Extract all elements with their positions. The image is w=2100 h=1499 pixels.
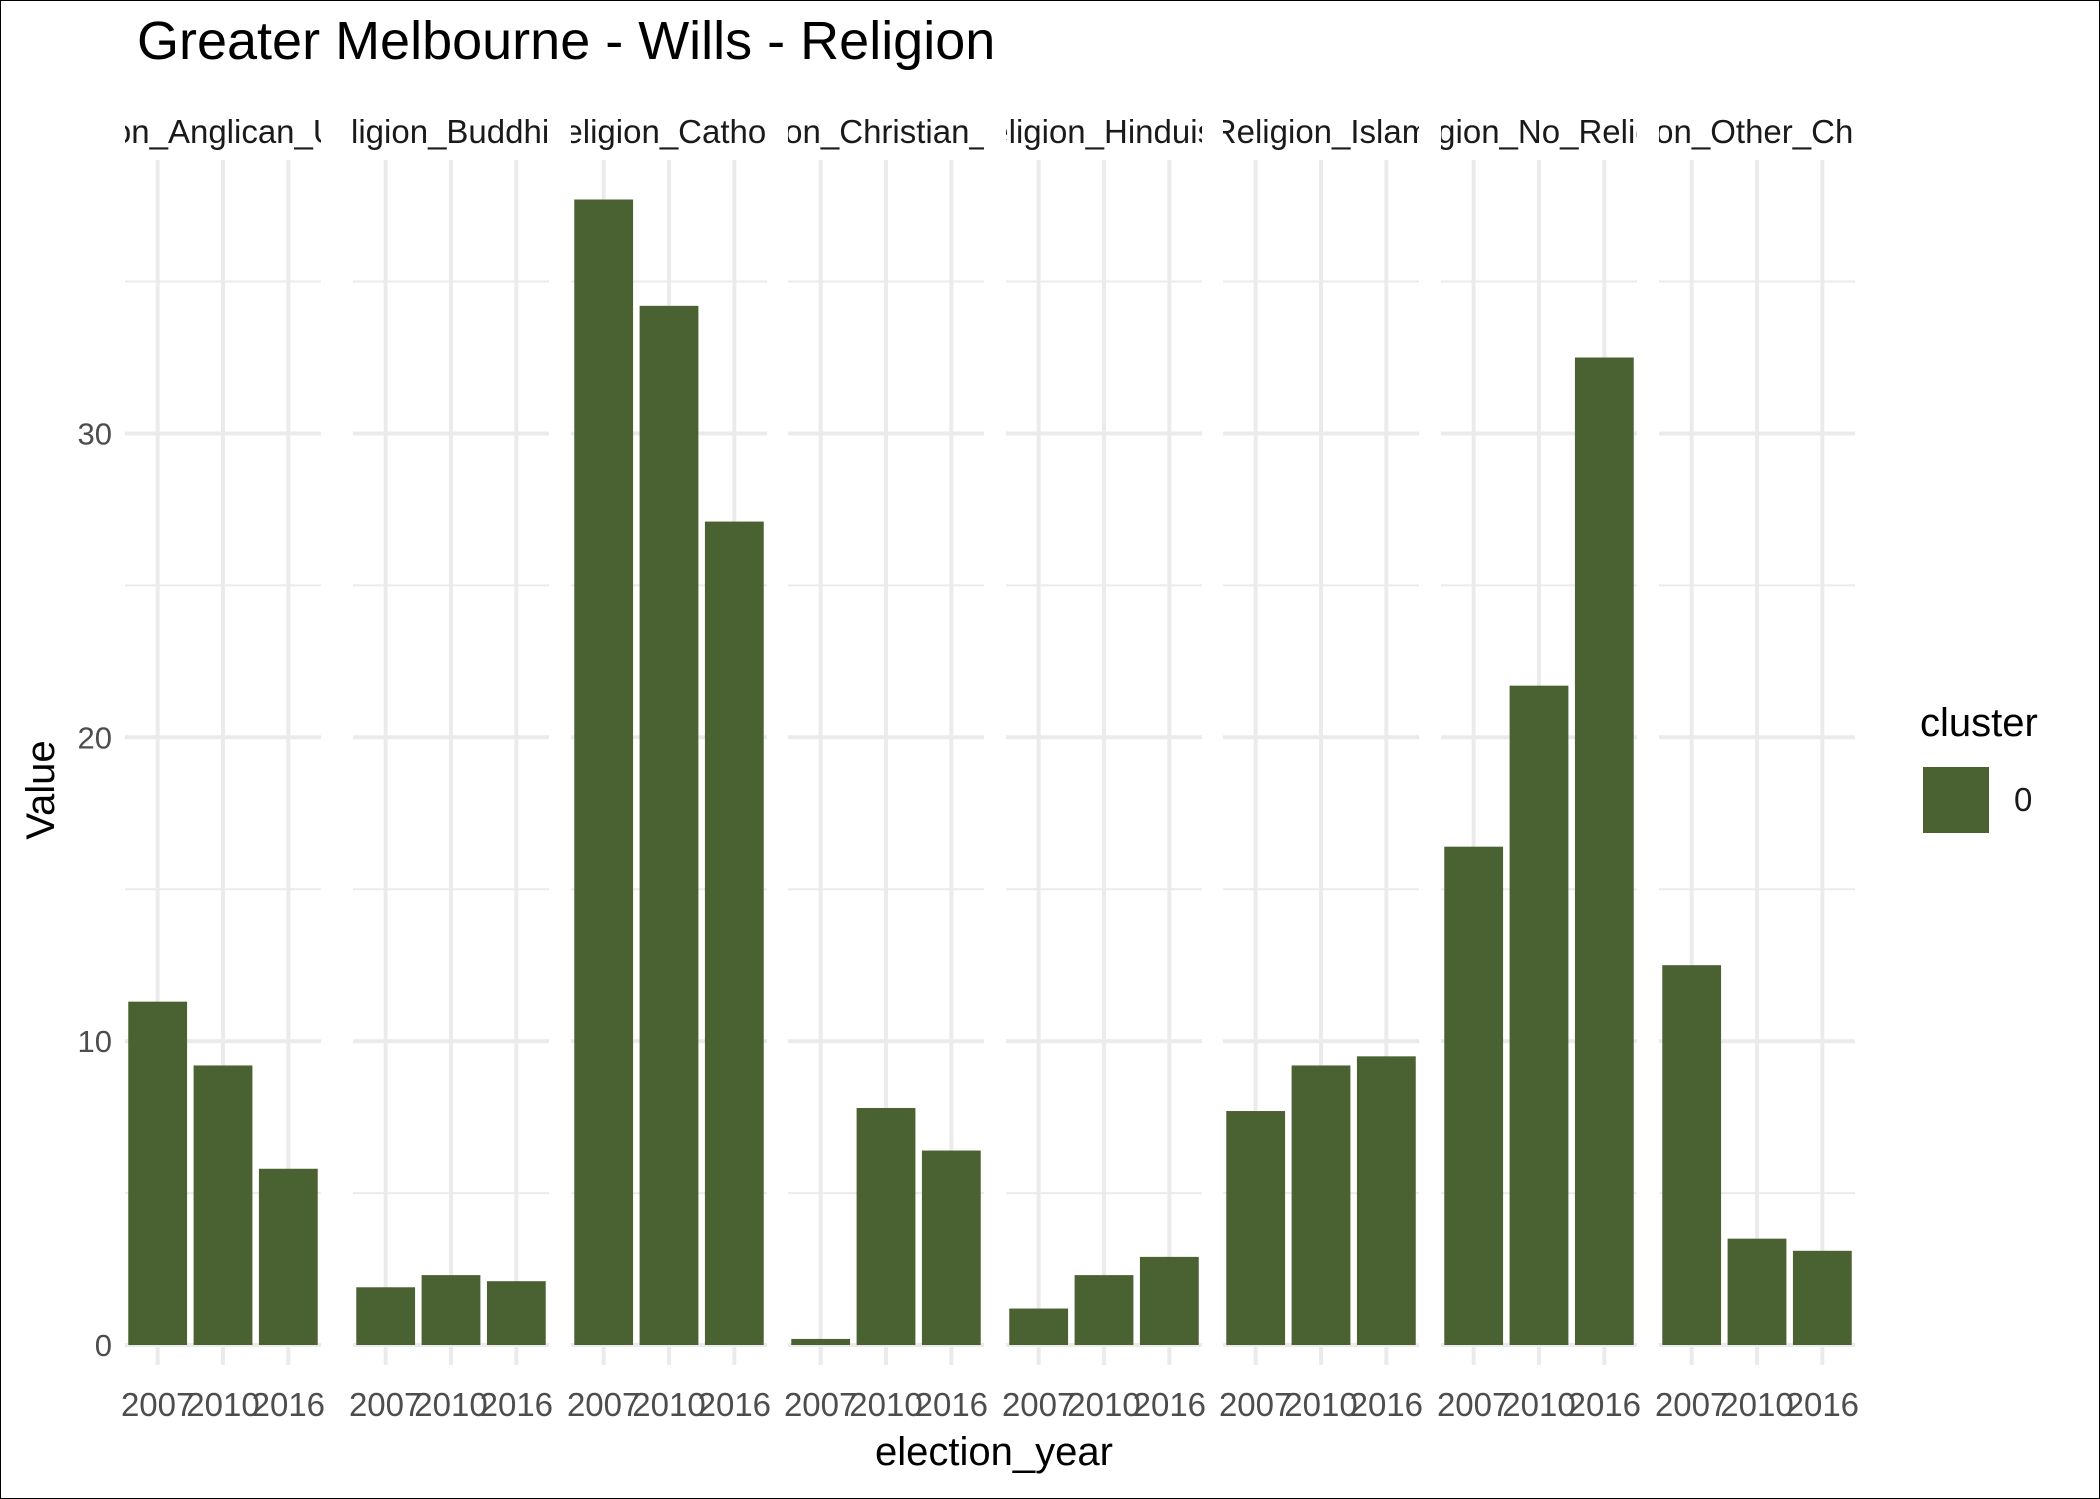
x-tick-label: 2016 xyxy=(698,1386,771,1423)
x-tick-label: 2016 xyxy=(1568,1386,1641,1423)
y-axis: 0 10 20 30 xyxy=(78,416,112,1363)
bar xyxy=(421,1275,481,1345)
x-axis-title: election_year xyxy=(875,1430,1113,1474)
facet-panels: 200720102016Religion_Anglican_Uniting200… xyxy=(30,113,1942,1423)
x-tick-label: 2007 xyxy=(567,1386,640,1423)
x-tick-label: 2010 xyxy=(186,1386,259,1423)
bar xyxy=(1139,1256,1199,1345)
y-axis-title: Value xyxy=(19,740,63,839)
bar xyxy=(856,1108,916,1345)
facet-strip-label: Religion_Christian_Other xyxy=(702,113,1071,150)
bar xyxy=(921,1150,981,1345)
bar xyxy=(1792,1250,1852,1345)
bar xyxy=(258,1168,318,1345)
legend-title: cluster xyxy=(1920,701,2038,745)
chart-title: Greater Melbourne - Wills - Religion xyxy=(137,11,996,71)
legend: cluster 0 xyxy=(1920,701,2038,833)
bar xyxy=(1226,1111,1286,1345)
bar xyxy=(704,521,764,1345)
facet-strip-label: Religion_Hinduism xyxy=(966,113,1241,150)
x-tick-label: 2010 xyxy=(632,1386,705,1423)
y-tick-label: 10 xyxy=(78,1024,112,1059)
bar xyxy=(574,199,634,1345)
x-tick-label: 2007 xyxy=(349,1386,422,1423)
x-tick-label: 2016 xyxy=(1786,1386,1859,1423)
facet-strip-label: Religion_Other_Christian xyxy=(1573,113,1942,150)
facet-strip-label: Religion_Islam xyxy=(1213,113,1429,150)
x-tick-label: 2007 xyxy=(1002,1386,1075,1423)
x-tick-label: 2016 xyxy=(1350,1386,1423,1423)
bar xyxy=(1074,1275,1134,1345)
x-tick-label: 2007 xyxy=(1655,1386,1728,1423)
x-tick-label: 2016 xyxy=(915,1386,988,1423)
facet-strip-label: Religion_Catholic xyxy=(541,113,798,150)
x-tick-label: 2007 xyxy=(121,1386,194,1423)
bar xyxy=(1662,965,1722,1345)
x-tick-label: 2010 xyxy=(1284,1386,1357,1423)
y-tick-label: 30 xyxy=(78,416,112,451)
bar xyxy=(1444,846,1504,1345)
y-tick-label: 0 xyxy=(95,1328,112,1363)
bar xyxy=(356,1287,416,1345)
x-tick-label: 2016 xyxy=(480,1386,553,1423)
x-tick-label: 2010 xyxy=(1502,1386,1575,1423)
bar xyxy=(1727,1238,1787,1345)
bar xyxy=(128,1001,188,1345)
x-tick-label: 2016 xyxy=(1133,1386,1206,1423)
x-tick-label: 2010 xyxy=(1067,1386,1140,1423)
bar xyxy=(1009,1308,1069,1345)
x-tick-label: 2007 xyxy=(1219,1386,1292,1423)
bar xyxy=(1291,1065,1351,1345)
bar xyxy=(791,1338,851,1345)
facet-strip-label: Religion_No_Religion xyxy=(1380,113,1697,150)
legend-label-0: 0 xyxy=(2014,781,2032,818)
x-tick-label: 2010 xyxy=(414,1386,487,1423)
bar xyxy=(1574,357,1634,1345)
x-tick-label: 2010 xyxy=(1720,1386,1793,1423)
legend-key-0 xyxy=(1923,767,1989,833)
facet-strip-label: Religion_Buddhism xyxy=(309,113,593,150)
bar xyxy=(639,305,699,1345)
x-tick-label: 2010 xyxy=(849,1386,922,1423)
x-tick-label: 2007 xyxy=(1437,1386,1510,1423)
x-tick-label: 2016 xyxy=(252,1386,325,1423)
bar xyxy=(1356,1056,1416,1345)
bar xyxy=(486,1281,546,1345)
x-tick-label: 2007 xyxy=(784,1386,857,1423)
bar xyxy=(1509,685,1569,1345)
bar xyxy=(193,1065,253,1345)
y-tick-label: 20 xyxy=(78,720,112,755)
facet-strip-label: Religion_Anglican_Uniting xyxy=(30,113,415,150)
